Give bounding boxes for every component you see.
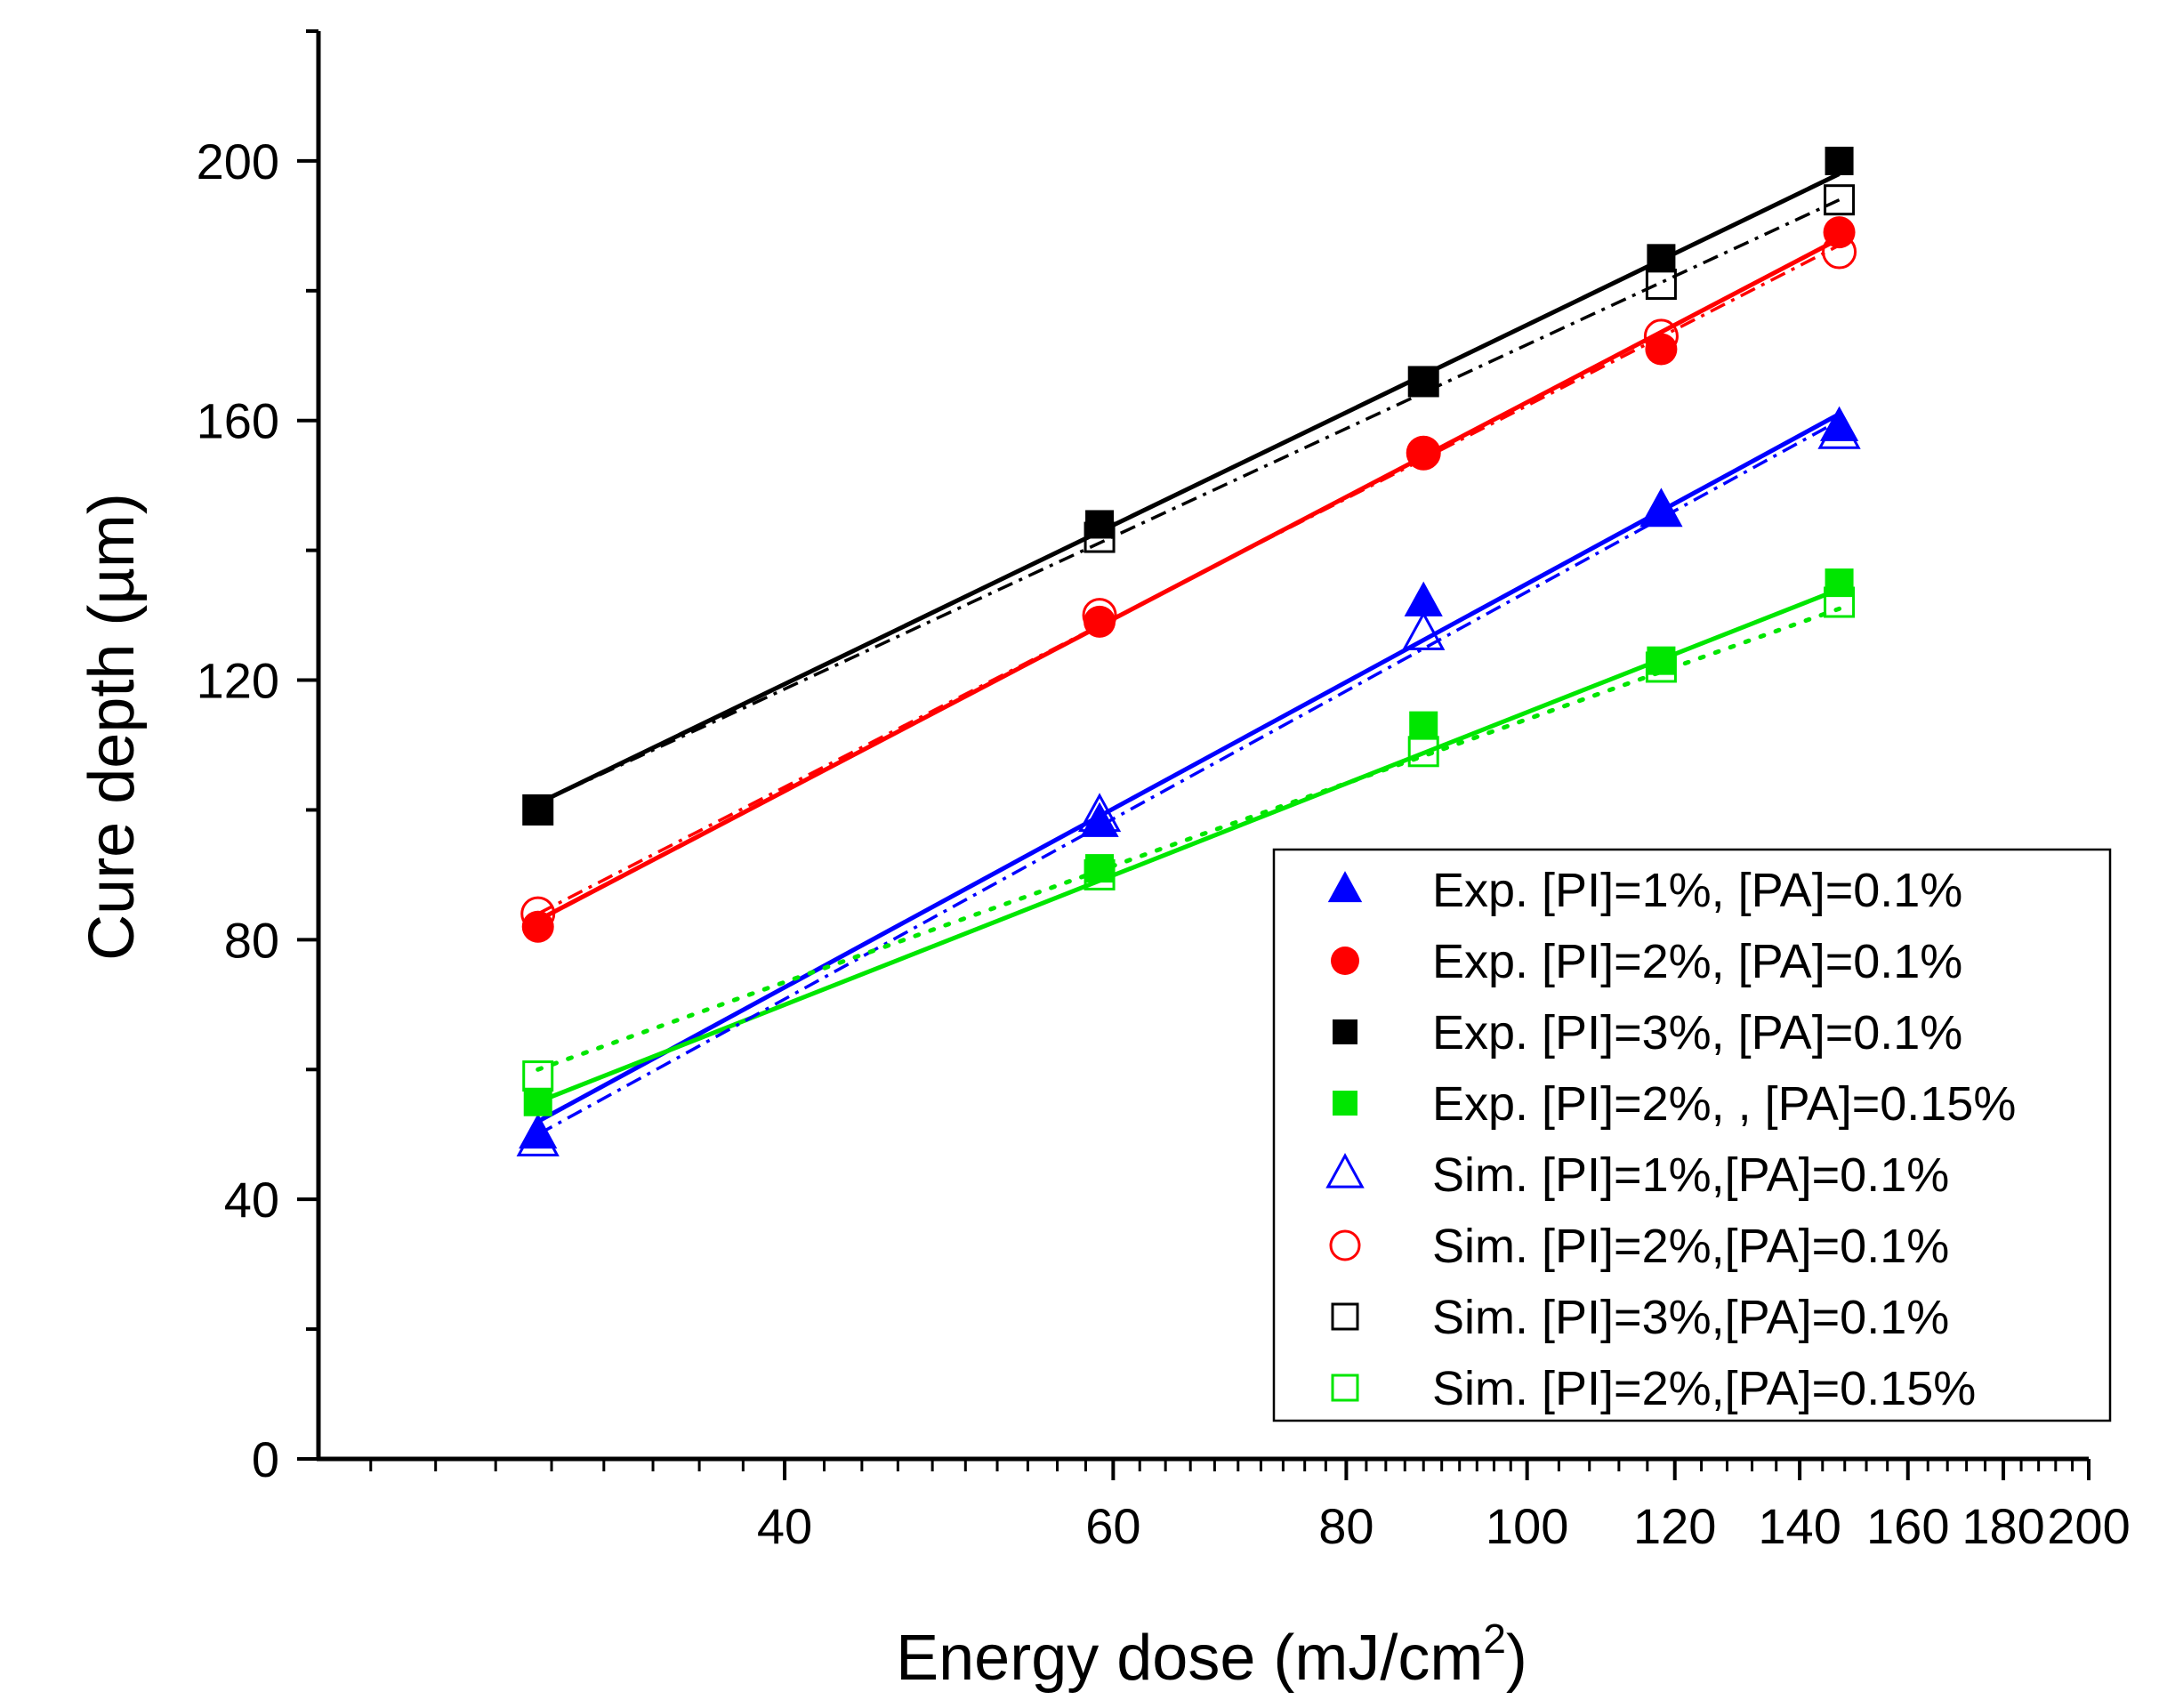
fit-line [536,606,1842,1072]
data-point [1084,605,1116,638]
data-point [523,1087,552,1116]
y-tick-label: 120 [197,653,279,709]
data-point [1080,802,1119,837]
legend-marker [1327,871,1363,903]
x-tick-label: 100 [1486,1498,1568,1554]
data-point [1084,521,1116,553]
fit-line [536,237,1841,922]
fit-line [536,412,1841,1124]
data-point [1407,366,1439,398]
data-point [1409,711,1438,740]
data-point [1825,568,1854,598]
data-point [1824,586,1856,618]
data-point [1085,854,1115,883]
data-point [523,795,552,825]
legend-marker [1331,947,1359,975]
x-tick-label: 80 [1318,1498,1374,1554]
data-point [1645,269,1677,301]
data-point [522,1060,554,1092]
legend-box [1272,848,2112,1422]
y-tick-label: 0 [252,1431,279,1487]
legend: Exp. [PI]=1%, [PA]=0.1% Exp. [PI]=2%, [PA… [1272,848,2112,1422]
data-point [1822,234,1857,270]
data-point [1404,581,1443,616]
data-point [1643,318,1679,354]
legend-marker [1333,1019,1357,1044]
data-point [516,1116,560,1156]
legend-label: Sim. [PI]=2%,[PA]=0.1% [1432,1220,1949,1273]
legend-label: Exp. [PI]=3%, [PA]=0.1% [1432,1006,1962,1059]
legend-label: Sim. [PI]=3%,[PA]=0.1% [1432,1291,1949,1344]
x-tick-label: 180 [1962,1498,2044,1554]
legend-label: Exp. [PI]=2%, [PA]=0.1% [1432,935,1962,988]
x-tick-label: 120 [1633,1498,1716,1554]
data-point [1407,437,1440,470]
data-point [1082,598,1117,633]
data-point [1407,736,1439,768]
legend-label: Exp. [PI]=1%, [PA]=0.1% [1432,864,1962,917]
data-point [1084,858,1116,890]
x-axis-title-end: ) [1506,1623,1527,1694]
data-point [1645,333,1678,366]
fit-lines [536,172,1842,1136]
fit-line [536,198,1841,805]
fit-line [536,419,1841,1136]
fit-line [536,244,1841,915]
fit-line [536,172,1841,806]
data-point [1077,793,1122,833]
legend-label: Sim. [PI]=1%,[PA]=0.1% [1432,1148,1949,1202]
data-point [1824,184,1856,216]
y-tick-label: 200 [197,133,279,189]
data-point [1647,646,1676,675]
data-point [520,896,556,931]
x-tick-label: 60 [1085,1498,1140,1554]
data-point [521,910,554,943]
data-markers [516,146,1861,1156]
data-point [522,794,554,826]
data-point [1639,487,1683,528]
data-point [1823,216,1856,249]
x-axis-title-superscript: 2 [1483,1615,1506,1662]
data-point [1402,610,1446,650]
y-tick-label: 80 [224,912,279,968]
data-point [1406,435,1441,471]
x-tick-label: 160 [1866,1498,1949,1554]
data-point [1645,651,1677,683]
legend-marker [1329,1229,1361,1261]
data-point [1817,409,1861,449]
x-axis-title: Energy dose (mJ/cm2) [896,1615,1527,1694]
y-axis-title: Cure depth (µm) [77,493,148,961]
x-tick-label: 200 [2047,1498,2130,1554]
legend-label: Sim. [PI]=2%,[PA]=0.15% [1432,1362,1976,1415]
x-axis-title-text: Energy dose (mJ/cm [896,1623,1483,1694]
x-tick-label: 40 [757,1498,812,1554]
data-point [1825,146,1854,175]
legend-label: Exp. [PI]=2%, , [PA]=0.15% [1432,1077,2016,1131]
axes [316,31,2089,1462]
data-point [1641,490,1681,526]
y-tick-label: 40 [224,1172,279,1228]
x-tick-label: 140 [1758,1498,1841,1554]
data-point [1409,367,1438,396]
legend-marker [1331,1374,1359,1402]
legend-marker [1333,1091,1357,1116]
data-point [1647,244,1676,273]
legend-marker [1331,1302,1359,1331]
y-tick-label: 160 [197,393,279,449]
legend-marker [1325,1153,1365,1188]
